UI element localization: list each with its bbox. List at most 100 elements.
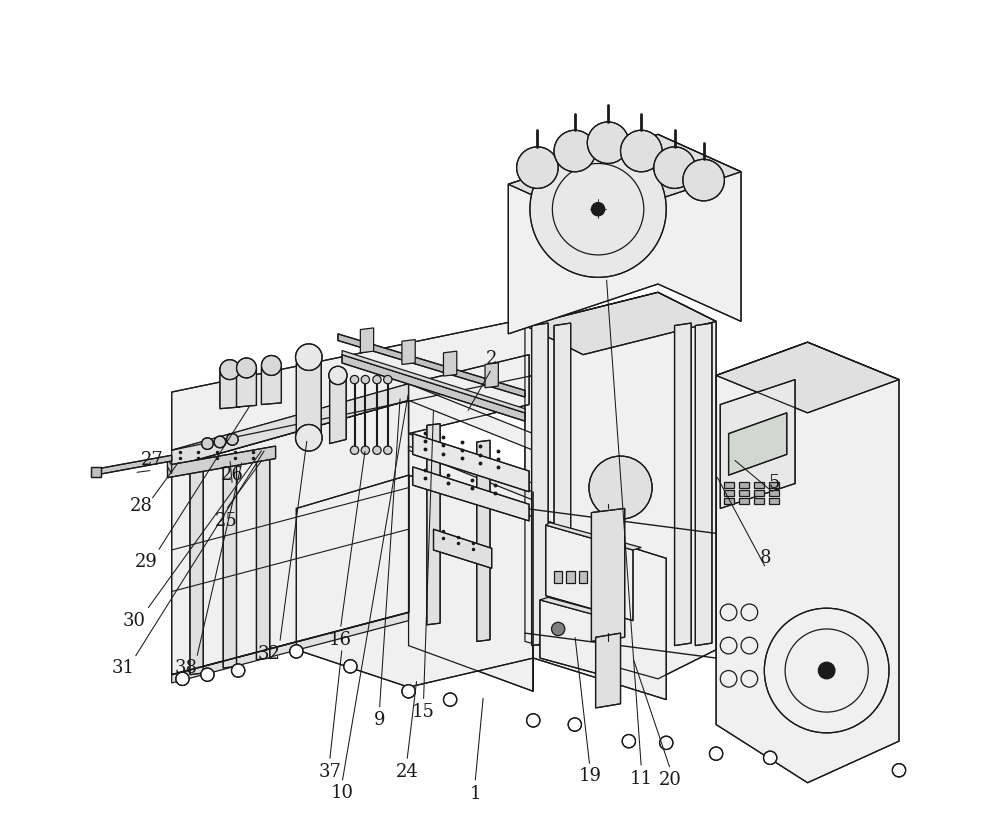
- Polygon shape: [172, 612, 409, 683]
- Text: 8: 8: [760, 550, 772, 567]
- Circle shape: [764, 608, 889, 733]
- Text: 5: 5: [769, 475, 780, 493]
- Polygon shape: [413, 467, 529, 521]
- Polygon shape: [427, 424, 440, 625]
- Polygon shape: [409, 446, 533, 691]
- Text: 37: 37: [318, 763, 341, 781]
- Bar: [739, 482, 749, 488]
- Text: 10: 10: [331, 784, 354, 801]
- Text: 19: 19: [578, 767, 601, 785]
- Bar: [754, 490, 764, 496]
- Circle shape: [296, 344, 322, 370]
- Polygon shape: [477, 440, 490, 641]
- Polygon shape: [540, 600, 616, 679]
- Text: 29: 29: [135, 554, 158, 571]
- Polygon shape: [729, 413, 787, 475]
- Circle shape: [232, 664, 245, 677]
- Text: 11: 11: [630, 770, 653, 787]
- Text: 24: 24: [396, 763, 418, 781]
- Bar: [554, 570, 562, 583]
- Circle shape: [261, 355, 281, 375]
- Circle shape: [660, 736, 673, 750]
- Polygon shape: [485, 363, 498, 388]
- Circle shape: [290, 645, 303, 658]
- Bar: [724, 490, 734, 496]
- Bar: [769, 490, 779, 496]
- Text: 30: 30: [123, 611, 146, 630]
- Polygon shape: [223, 459, 237, 668]
- Circle shape: [709, 747, 723, 761]
- Polygon shape: [261, 365, 281, 404]
- Polygon shape: [172, 317, 533, 450]
- Polygon shape: [434, 530, 492, 568]
- Circle shape: [361, 375, 369, 384]
- Text: 28: 28: [129, 497, 152, 515]
- Polygon shape: [94, 455, 172, 475]
- Polygon shape: [716, 342, 899, 413]
- Circle shape: [621, 130, 662, 172]
- Circle shape: [202, 438, 213, 450]
- Polygon shape: [172, 400, 409, 675]
- Circle shape: [530, 141, 666, 278]
- Bar: [754, 499, 764, 505]
- Bar: [566, 570, 575, 583]
- Polygon shape: [360, 328, 374, 353]
- Text: 38: 38: [174, 659, 197, 677]
- Circle shape: [373, 375, 381, 384]
- Circle shape: [552, 622, 565, 636]
- Bar: [579, 570, 587, 583]
- Circle shape: [622, 735, 635, 748]
- Circle shape: [654, 147, 695, 188]
- Text: 9: 9: [374, 711, 385, 730]
- Circle shape: [591, 203, 605, 216]
- Circle shape: [220, 359, 240, 379]
- Circle shape: [589, 456, 652, 520]
- Circle shape: [227, 434, 238, 445]
- Polygon shape: [296, 475, 533, 687]
- Circle shape: [384, 375, 392, 384]
- Polygon shape: [330, 375, 346, 444]
- Polygon shape: [168, 459, 172, 474]
- Polygon shape: [342, 354, 525, 421]
- Circle shape: [361, 446, 369, 455]
- Bar: [91, 467, 101, 477]
- Polygon shape: [413, 434, 529, 492]
- Polygon shape: [546, 525, 633, 620]
- Circle shape: [568, 718, 581, 731]
- Circle shape: [176, 672, 189, 686]
- Bar: [754, 482, 764, 488]
- Text: 2: 2: [486, 349, 497, 368]
- Text: 26: 26: [221, 466, 244, 485]
- Polygon shape: [525, 292, 716, 354]
- Polygon shape: [342, 350, 525, 413]
- Bar: [724, 482, 734, 488]
- Polygon shape: [409, 354, 529, 434]
- Polygon shape: [532, 323, 548, 646]
- Polygon shape: [675, 323, 691, 646]
- Polygon shape: [256, 450, 270, 660]
- Circle shape: [683, 159, 724, 201]
- Circle shape: [214, 436, 226, 448]
- Polygon shape: [338, 334, 525, 397]
- Bar: [769, 482, 779, 488]
- Polygon shape: [540, 597, 625, 620]
- Polygon shape: [508, 134, 741, 222]
- Polygon shape: [533, 517, 666, 700]
- Polygon shape: [220, 369, 240, 409]
- Text: 31: 31: [112, 659, 135, 677]
- Circle shape: [554, 130, 596, 172]
- Circle shape: [296, 425, 322, 451]
- Circle shape: [517, 147, 558, 188]
- Polygon shape: [596, 633, 621, 708]
- Text: 16: 16: [329, 631, 352, 649]
- Text: 32: 32: [257, 645, 280, 663]
- Text: 25: 25: [214, 512, 237, 530]
- Circle shape: [329, 366, 347, 384]
- Polygon shape: [409, 434, 533, 500]
- Circle shape: [527, 714, 540, 727]
- Polygon shape: [443, 351, 457, 376]
- Polygon shape: [554, 323, 571, 646]
- Circle shape: [384, 446, 392, 455]
- Polygon shape: [296, 357, 321, 438]
- Polygon shape: [172, 384, 533, 467]
